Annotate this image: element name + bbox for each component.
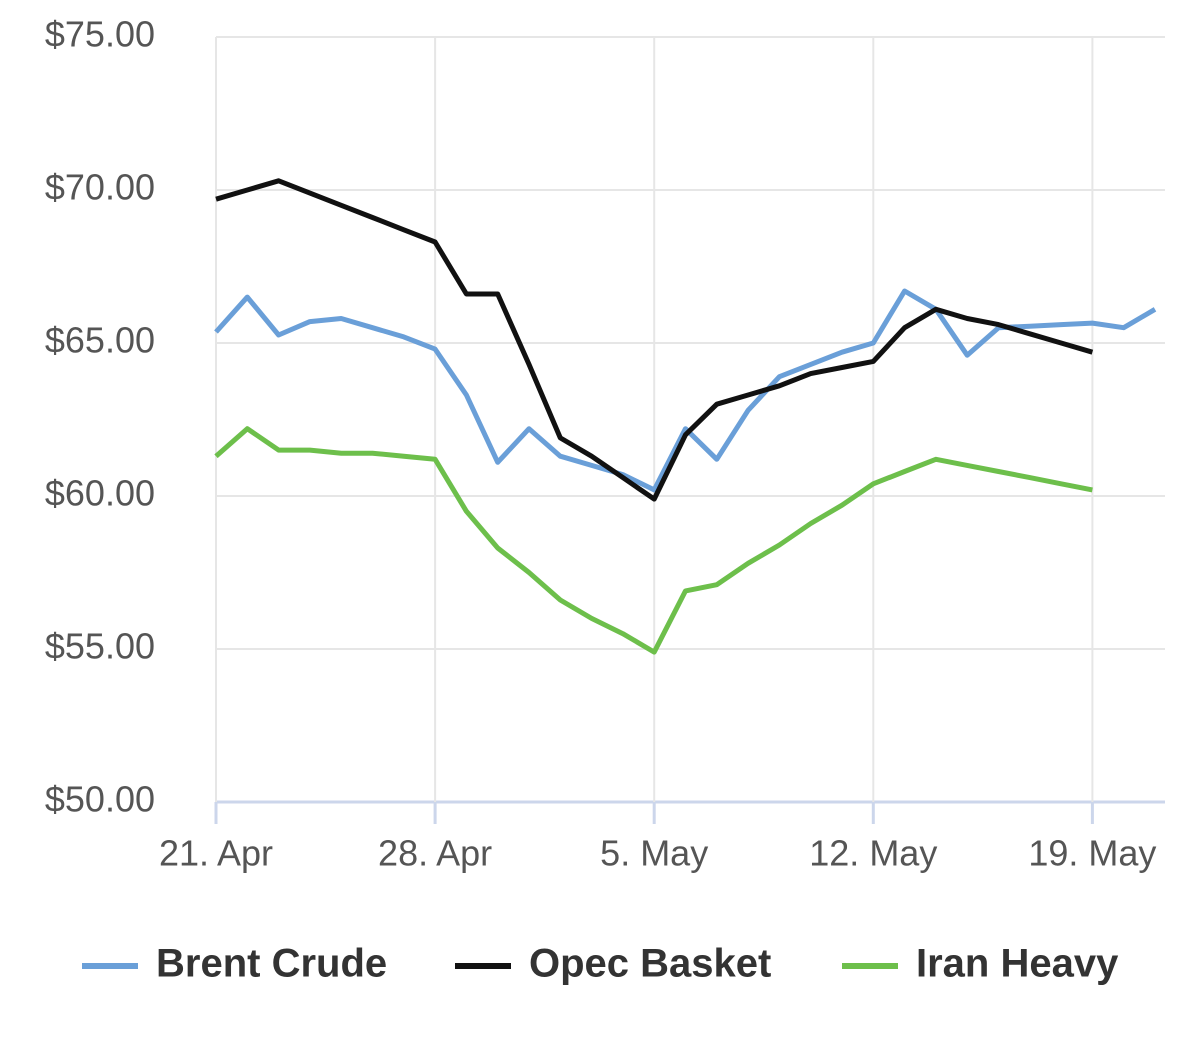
series-line	[214, 288, 1157, 493]
x-tick-label: 21. Apr	[159, 833, 273, 874]
legend-label: Opec Basket	[529, 942, 771, 986]
x-tick-label: 12. May	[809, 833, 937, 874]
y-tick-label: $70.00	[45, 167, 155, 208]
y-tick-label: $75.00	[45, 14, 155, 55]
x-tick-label: 5. May	[600, 833, 708, 874]
y-tick-label: $65.00	[45, 320, 155, 361]
legend-label: Brent Crude	[156, 942, 387, 986]
legend-label: Iran Heavy	[916, 942, 1119, 986]
y-tick-label: $55.00	[45, 626, 155, 667]
y-tick-label: $50.00	[45, 779, 155, 820]
y-tick-label: $60.00	[45, 473, 155, 514]
x-tick-label: 28. Apr	[378, 833, 492, 874]
series-line	[215, 178, 1094, 502]
x-tick-label: 19. May	[1028, 833, 1156, 874]
series-line	[214, 426, 1093, 655]
